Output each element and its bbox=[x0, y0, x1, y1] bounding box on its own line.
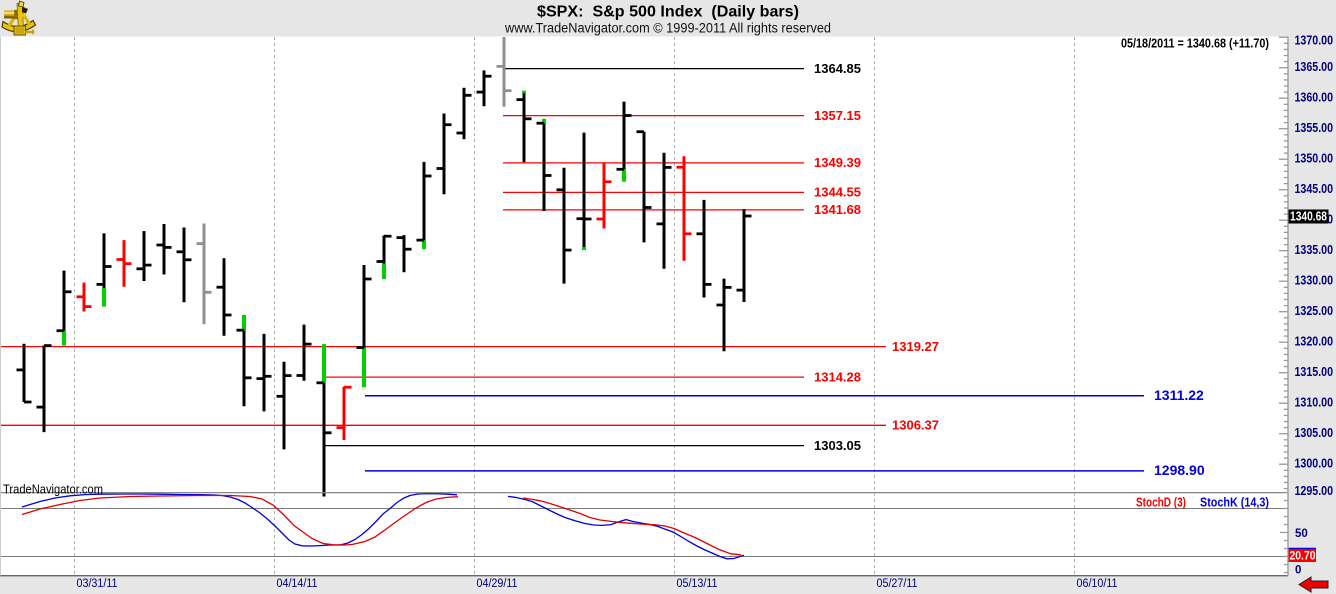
svg-text:1298.90: 1298.90 bbox=[1154, 462, 1205, 478]
svg-text:1303.05: 1303.05 bbox=[814, 438, 861, 453]
svg-text:1295.00: 1295.00 bbox=[1295, 484, 1334, 498]
svg-text:06/10/11: 06/10/11 bbox=[1077, 578, 1118, 590]
svg-text:04/14/11: 04/14/11 bbox=[277, 578, 318, 590]
svg-text:1357.15: 1357.15 bbox=[814, 108, 861, 123]
svg-text:05/18/2011 = 1340.68 (+11.70): 05/18/2011 = 1340.68 (+11.70) bbox=[1121, 36, 1269, 51]
svg-text:1349.39: 1349.39 bbox=[814, 155, 861, 170]
svg-text:1355.00: 1355.00 bbox=[1295, 121, 1334, 135]
svg-text:1314.28: 1314.28 bbox=[814, 369, 861, 384]
svg-text:1320.00: 1320.00 bbox=[1295, 334, 1334, 348]
svg-text:1335.00: 1335.00 bbox=[1295, 243, 1334, 257]
svg-text:www.TradeNavigator.com © 1999-: www.TradeNavigator.com © 1999-2011 All r… bbox=[504, 21, 831, 36]
svg-text:1340.68: 1340.68 bbox=[1290, 209, 1327, 223]
svg-text:20.70: 20.70 bbox=[1290, 549, 1316, 563]
svg-text:1315.00: 1315.00 bbox=[1295, 365, 1334, 379]
svg-text:1344.55: 1344.55 bbox=[814, 185, 861, 200]
svg-text:05/13/11: 05/13/11 bbox=[677, 578, 718, 590]
svg-text:1310.00: 1310.00 bbox=[1295, 395, 1334, 409]
svg-text:1305.00: 1305.00 bbox=[1295, 426, 1334, 440]
svg-text:03/31/11: 03/31/11 bbox=[77, 578, 118, 590]
svg-text:1325.00: 1325.00 bbox=[1295, 304, 1334, 318]
svg-text:TradeNavigator.com: TradeNavigator.com bbox=[3, 483, 103, 497]
svg-text:1350.00: 1350.00 bbox=[1295, 151, 1334, 165]
svg-text:1345.00: 1345.00 bbox=[1295, 182, 1334, 196]
svg-text:1341.68: 1341.68 bbox=[814, 202, 861, 217]
svg-text:1364.85: 1364.85 bbox=[814, 61, 861, 76]
svg-text:0: 0 bbox=[1295, 565, 1301, 577]
svg-text:1311.22: 1311.22 bbox=[1154, 387, 1204, 403]
svg-text:1319.27: 1319.27 bbox=[892, 339, 939, 354]
svg-text:1365.00: 1365.00 bbox=[1295, 60, 1334, 74]
svg-text:50: 50 bbox=[1295, 528, 1308, 540]
svg-text:1306.37: 1306.37 bbox=[892, 418, 939, 433]
svg-text:1300.00: 1300.00 bbox=[1295, 456, 1334, 470]
svg-text:$SPX: S&p 500 Index (Daily b: $SPX: S&p 500 Index (Daily bars) bbox=[537, 4, 799, 21]
svg-text:04/29/11: 04/29/11 bbox=[477, 578, 518, 590]
svg-text:1370.00: 1370.00 bbox=[1295, 33, 1334, 47]
svg-text:StochK (14,3): StochK (14,3) bbox=[1200, 496, 1269, 510]
svg-text:StochD (3): StochD (3) bbox=[1136, 496, 1186, 510]
svg-text:1360.00: 1360.00 bbox=[1295, 90, 1334, 104]
svg-text:1330.00: 1330.00 bbox=[1295, 273, 1334, 287]
svg-text:05/27/11: 05/27/11 bbox=[877, 578, 918, 590]
